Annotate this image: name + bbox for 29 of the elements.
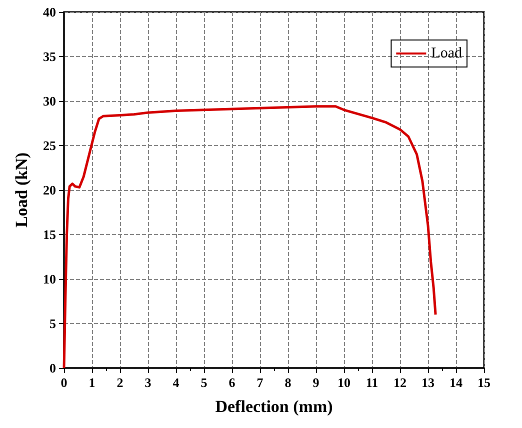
- legend-label: Load: [431, 46, 462, 62]
- x-tick-label: 6: [228, 375, 236, 390]
- x-tick-label: 10: [338, 375, 350, 390]
- y-tick-label: 30: [43, 94, 56, 108]
- y-axis-title: Load (kN): [12, 152, 31, 228]
- x-tick-label: 14: [450, 375, 463, 390]
- x-tick-label: 12: [394, 375, 406, 390]
- y-tick-label: 5: [50, 316, 56, 331]
- line-series: [62, 105, 437, 370]
- x-tick-label: 1: [88, 375, 96, 390]
- x-tick-label: 8: [284, 375, 292, 390]
- y-tick-label: 40: [43, 4, 56, 20]
- y-tick-label: 15: [43, 227, 56, 242]
- x-tick-label: 5: [200, 375, 208, 390]
- y-tick-label: 0: [50, 360, 56, 376]
- x-tick-label: 9: [312, 375, 320, 390]
- x-axis-title: Deflection (mm): [215, 397, 333, 416]
- y-tick-label: 35: [43, 49, 56, 64]
- x-tick-label: 2: [116, 375, 124, 390]
- y-tick-label: 25: [43, 138, 56, 153]
- y-tick-label: 10: [43, 272, 56, 286]
- x-tick-label: 15: [478, 375, 491, 390]
- y-tick-label: 20: [43, 182, 56, 198]
- x-tick-label: 3: [144, 375, 152, 390]
- x-tick-label: 4: [172, 375, 180, 390]
- x-tick-label: 11: [366, 375, 378, 390]
- x-tick-label: 13: [422, 375, 435, 390]
- x-tick-label: 7: [256, 375, 264, 390]
- x-tick-label: 0: [60, 375, 68, 390]
